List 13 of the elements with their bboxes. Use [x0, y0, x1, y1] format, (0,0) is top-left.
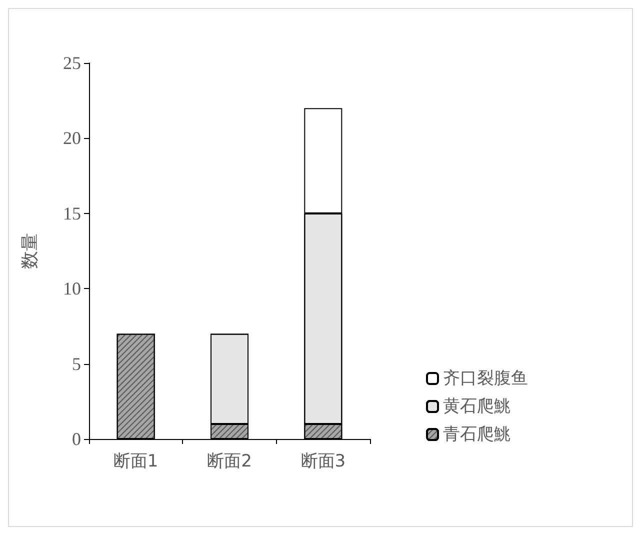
x-tick-label: 断面3 — [300, 452, 346, 472]
y-tick-label: 5 — [72, 354, 81, 374]
legend-label: 黄石爬鮡 — [443, 396, 511, 416]
y-tick-label: 25 — [63, 53, 81, 73]
y-axis-title: 数量 — [20, 233, 40, 269]
y-tick-label: 0 — [72, 429, 81, 449]
x-tick-label: 断面1 — [113, 452, 158, 472]
legend-label: 齐口裂腹鱼 — [443, 368, 528, 388]
y-tick-label: 20 — [63, 128, 81, 148]
y-tick-label: 10 — [63, 278, 81, 299]
legend-label: 青石爬鮡 — [443, 424, 511, 444]
x-tick-label: 断面2 — [207, 452, 252, 472]
y-tick-label: 15 — [63, 203, 81, 224]
